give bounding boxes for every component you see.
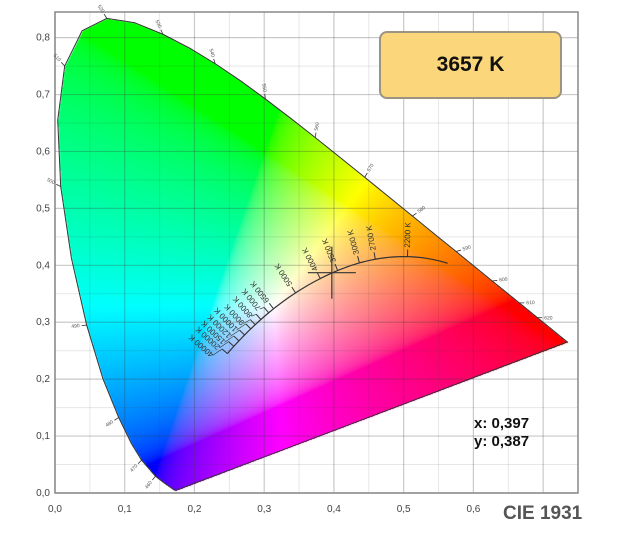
cct-label: 3000 K xyxy=(346,228,362,255)
x-tick-label: 0,2 xyxy=(188,504,202,515)
wavelength-tick xyxy=(492,280,498,282)
cct-label: 3500 K xyxy=(320,237,338,264)
wavelength-label: 530 xyxy=(153,19,162,29)
cct-tick xyxy=(245,323,252,330)
wavelength-label: 610 xyxy=(526,300,535,306)
planckian-locus xyxy=(226,256,448,354)
cct-tick xyxy=(249,319,256,326)
cct-tick xyxy=(239,329,245,336)
y-tick-label: 0,6 xyxy=(36,146,50,157)
spectral-locus-outline xyxy=(57,17,569,491)
wavelength-label: 540 xyxy=(208,48,216,58)
cct-label: 2700 K xyxy=(364,224,377,251)
wavelength-tick xyxy=(137,459,142,465)
cct-tick xyxy=(334,263,339,271)
wavelength-label: 600 xyxy=(499,277,508,284)
cct-tick xyxy=(268,302,275,310)
wavelength-tick xyxy=(364,172,368,178)
x-tick-label: 0,5 xyxy=(397,504,411,515)
x-tick-label: 0,6 xyxy=(466,504,480,515)
y-tick-label: 0,0 xyxy=(36,488,50,499)
cct-tick xyxy=(221,348,228,354)
wavelength-label: 590 xyxy=(462,244,472,252)
wavelength-tick xyxy=(264,93,266,99)
wavelength-label: 470 xyxy=(129,463,139,473)
y-tick-label: 0,1 xyxy=(36,431,50,442)
wavelength-tick xyxy=(114,417,119,421)
cct-leader-line xyxy=(243,319,251,324)
plot-frame xyxy=(54,11,579,494)
y-tick-label: 0,7 xyxy=(36,90,50,101)
wavelength-tick xyxy=(314,132,317,138)
cct-leader-line xyxy=(230,329,240,337)
cct-tick xyxy=(357,256,360,264)
x-tick-label: 0,4 xyxy=(327,504,341,515)
cct-readout-box: 3657 K xyxy=(379,31,562,99)
cct-leader-line xyxy=(251,313,257,317)
wavelength-label: 480 xyxy=(104,419,114,429)
cct-value: 3657 K xyxy=(436,53,505,76)
y-tick-label: 0,8 xyxy=(36,33,50,44)
y-readout: y: 0,387 xyxy=(474,433,530,450)
cct-tick xyxy=(255,313,262,320)
wavelength-tick xyxy=(81,324,87,327)
cct-leader-line xyxy=(236,323,247,331)
x-readout: x: 0,397 xyxy=(474,415,530,432)
x-tick-label: 0,0 xyxy=(48,504,62,515)
cct-leader-line xyxy=(212,348,223,356)
wavelength-label: 620 xyxy=(544,315,553,321)
wavelength-tick xyxy=(412,212,417,217)
cct-tick xyxy=(263,307,270,314)
cct-tick xyxy=(373,252,376,260)
y-tick-label: 0,5 xyxy=(36,203,50,214)
chart-title: CIE 1931 xyxy=(503,503,583,524)
wavelength-tick xyxy=(152,475,156,481)
wavelength-tick xyxy=(60,62,65,67)
y-tick-label: 0,4 xyxy=(36,260,50,271)
wavelength-label: 560 xyxy=(314,122,321,131)
wavelength-label: 500 xyxy=(46,177,56,186)
cct-label: 4000 K xyxy=(300,246,320,273)
cct-tick xyxy=(291,286,296,294)
x-tick-label: 0,1 xyxy=(118,504,132,515)
wavelength-label: 550 xyxy=(260,83,267,92)
y-tick-label: 0,3 xyxy=(36,317,50,328)
cct-label: 2200 K xyxy=(403,221,413,247)
x-tick-label: 0,3 xyxy=(257,504,271,515)
cct-leader-line xyxy=(259,307,265,310)
cct-leader-line xyxy=(219,341,229,349)
cct-tick xyxy=(316,272,321,279)
wavelength-tick xyxy=(455,249,462,252)
wavelength-tick xyxy=(56,183,61,187)
wavelength-label: 460 xyxy=(144,480,154,490)
wavelength-tick xyxy=(160,29,164,35)
wavelength-label: 490 xyxy=(71,323,80,330)
wavelength-label: 520 xyxy=(96,4,106,14)
wavelength-tick xyxy=(103,13,108,19)
cct-tick xyxy=(228,341,235,347)
cct-leader-line xyxy=(224,335,234,343)
wavelength-label: 580 xyxy=(417,205,427,215)
wavelength-tick xyxy=(213,58,216,64)
cct-tick xyxy=(233,335,240,342)
y-tick-label: 0,2 xyxy=(36,374,50,385)
wavelength-label: 570 xyxy=(366,163,376,173)
wavelength-label: 510 xyxy=(52,53,62,63)
